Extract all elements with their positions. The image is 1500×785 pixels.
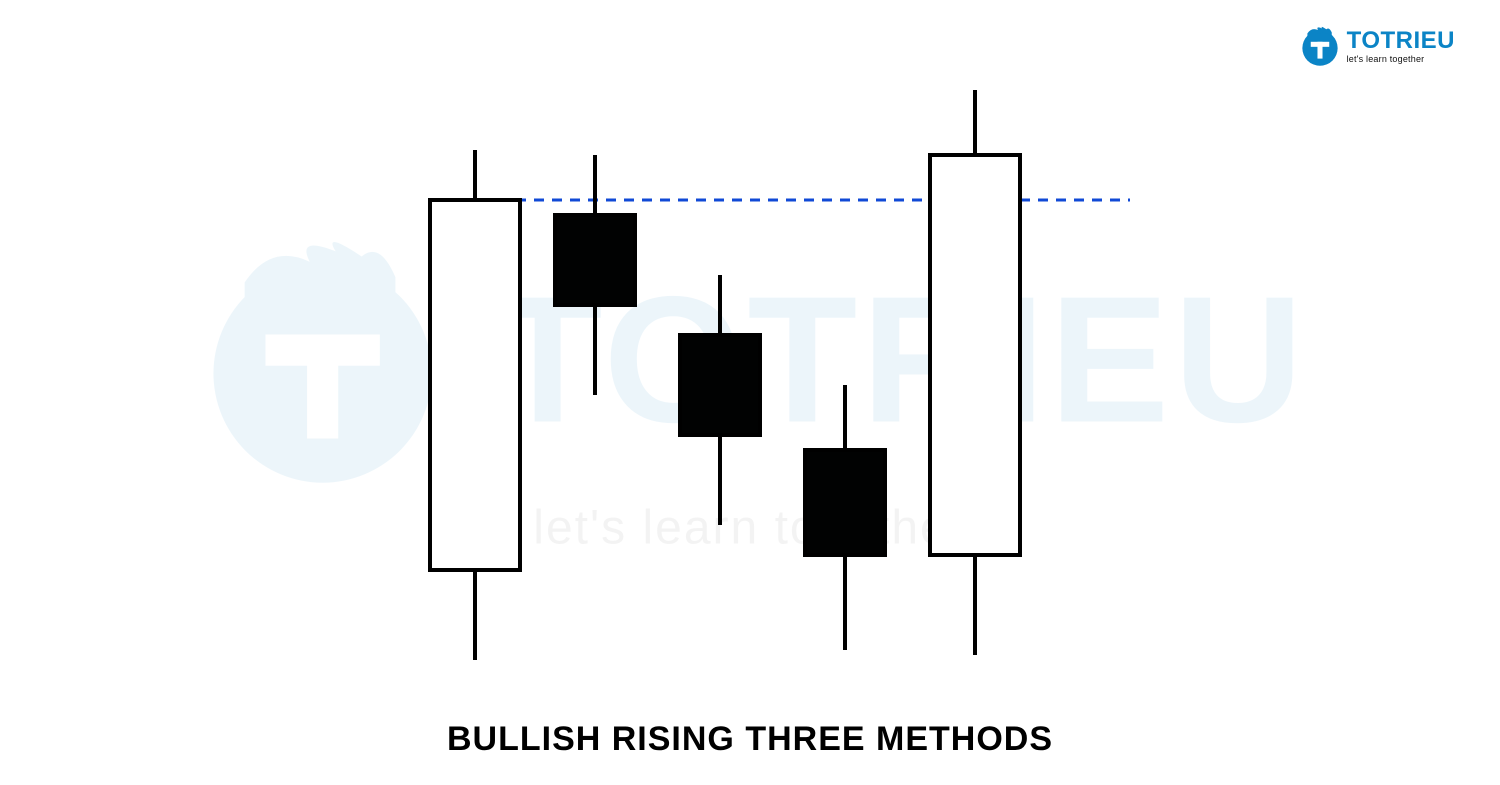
diagram-title: BULLISH RISING THREE METHODS	[0, 720, 1500, 759]
brand-logo: TOTRIEU let's learn together	[1299, 25, 1455, 67]
candle-body-5	[930, 155, 1020, 555]
candle-body-2	[555, 215, 635, 305]
brand-logo-mark	[1299, 25, 1341, 67]
candle-body-1	[430, 200, 520, 570]
candle-body-4	[805, 450, 885, 555]
brand-name: TOTRIEU	[1347, 29, 1455, 53]
brand-tagline: let's learn together	[1347, 55, 1455, 64]
candle-body-3	[680, 335, 760, 435]
candlestick-diagram	[0, 0, 1500, 785]
